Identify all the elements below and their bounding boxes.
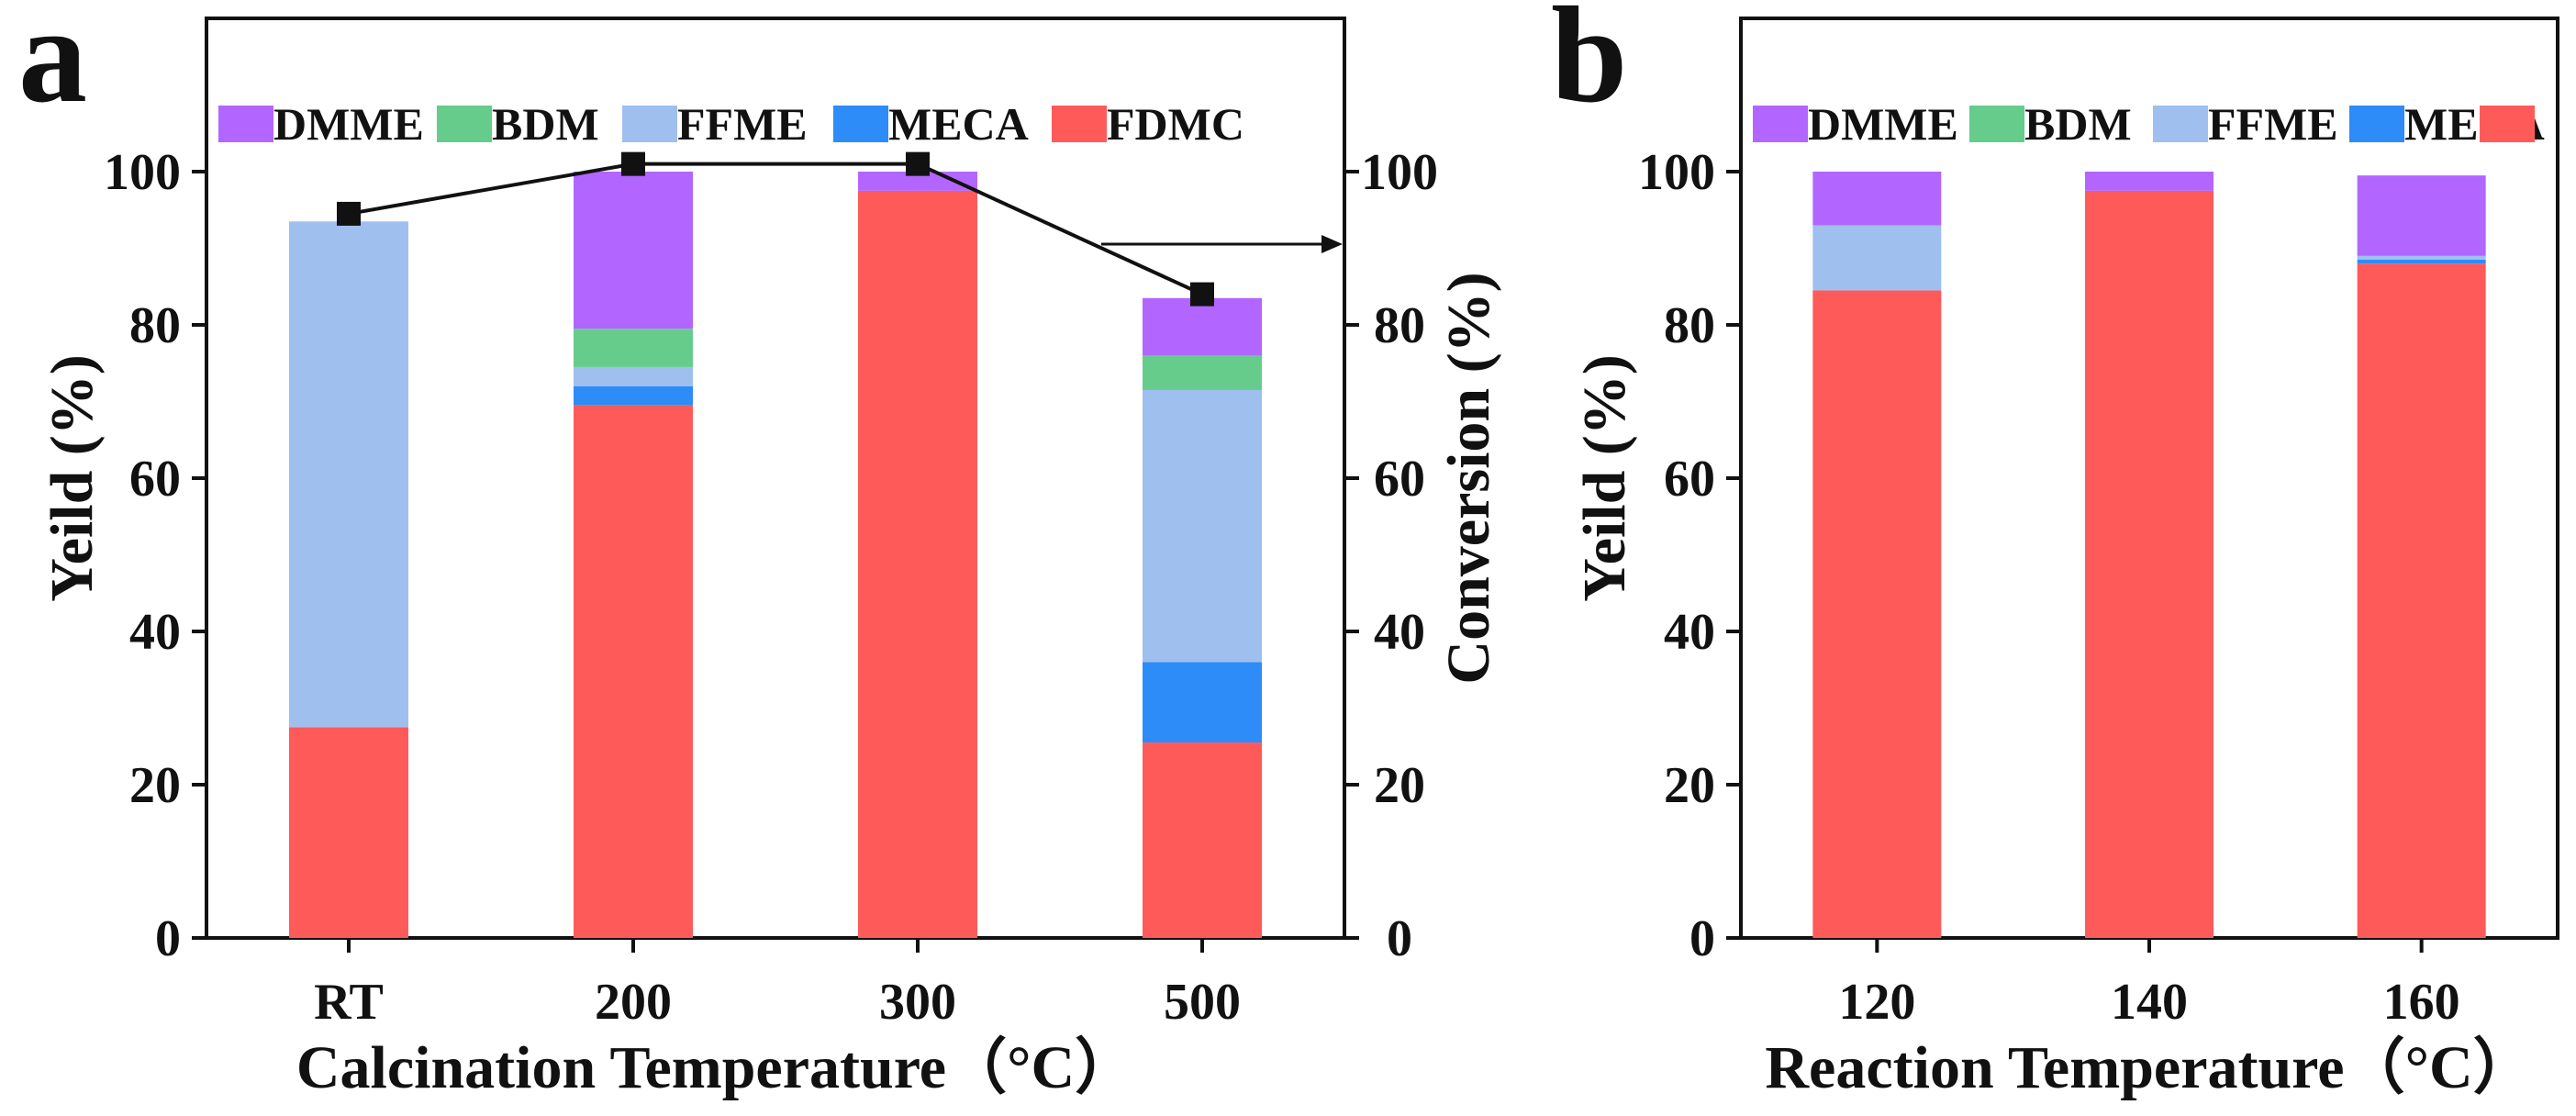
y-tick-label: 80 <box>1664 297 1715 354</box>
bar-segment-fdmc-140 <box>2085 190 2214 938</box>
bar-segment-fdmc-160 <box>2357 263 2486 938</box>
secondary-y-tick-label: 0 <box>1387 910 1412 967</box>
bar-segment-dmme-200 <box>574 172 693 329</box>
legend-label-bdm: BDM <box>2024 98 2132 150</box>
conversion-point-200 <box>621 151 645 176</box>
panel-a-secondary-y-ticks: 0 20 40 60 80 100 <box>1344 144 1438 967</box>
y-tick-label: 0 <box>1689 910 1715 967</box>
panel-b-bars <box>1812 172 2486 938</box>
bar-segment-bdm-200 <box>574 329 693 367</box>
x-tick-label: 120 <box>1838 974 1915 1031</box>
bar-segment-ffme-120 <box>1812 225 1942 291</box>
y-tick-label: 60 <box>129 451 181 508</box>
legend-swatch-bdm <box>1969 106 2024 142</box>
y-tick-label: 100 <box>104 144 181 201</box>
bar-segment-dmme-160 <box>2357 175 2486 256</box>
y-tick-label: 40 <box>1664 604 1715 661</box>
panel-a-bars <box>289 172 1262 938</box>
bar-segment-ffme-200 <box>574 366 693 386</box>
bar-segment-bdm-500 <box>1143 355 1262 390</box>
panel-b-x-axis-title: Reaction Temperature（°C） <box>1765 1033 2533 1101</box>
legend-swatch-ffme <box>622 106 677 142</box>
legend-label-ffme: FFME <box>677 98 808 150</box>
legend-swatch-ffme <box>2153 106 2208 142</box>
x-tick-label: 140 <box>2111 974 2188 1031</box>
bar-segment-meca-500 <box>1143 662 1262 743</box>
bar-segment-meca-200 <box>574 385 693 406</box>
y-tick-label: 100 <box>1638 144 1715 201</box>
bar-segment-ffme-rt <box>289 221 408 728</box>
x-tick-label: 160 <box>2383 974 2460 1031</box>
conversion-point-500 <box>1190 282 1214 307</box>
legend-swatch-fdmc <box>2480 106 2535 142</box>
secondary-y-tick-label: 100 <box>1361 144 1438 201</box>
legend-swatch-bdm <box>437 106 492 142</box>
panel-b-letter: b <box>1551 0 1627 131</box>
secondary-y-tick-label: 80 <box>1374 297 1425 354</box>
y-tick-label: 0 <box>155 910 181 967</box>
panel-b: b 0 20 40 60 80 100 120 140 160 Reaction Temper… <box>1551 0 2559 1101</box>
bar-segment-fdmc-rt <box>289 727 408 938</box>
legend-swatch-dmme <box>218 106 273 142</box>
panel-a-conversion-line <box>337 151 1214 307</box>
bar-segment-dmme-120 <box>1812 172 1942 226</box>
panel-a-y-ticks: 0 20 40 60 80 100 <box>104 144 206 967</box>
conversion-axis-arrow <box>1101 235 1343 253</box>
legend-label-dmme: DMME <box>273 98 424 150</box>
legend-swatch-dmme <box>1753 106 1808 142</box>
x-tick-label: 500 <box>1164 974 1241 1031</box>
y-tick-label: 60 <box>1664 451 1715 508</box>
y-tick-label: 20 <box>1664 757 1715 814</box>
bar-segment-fdmc-200 <box>574 405 693 938</box>
panel-b-x-ticks: 120 140 160 <box>1838 938 2460 1031</box>
panel-b-legend: DMME BDM FFME MECA <box>1753 98 2545 150</box>
bar-segment-ffme-500 <box>1143 389 1262 663</box>
bar-segment-ffme-160 <box>2357 255 2486 261</box>
bar-segment-fdmc-300 <box>858 190 977 938</box>
bar-segment-fdmc-500 <box>1143 742 1262 938</box>
y-tick-label: 80 <box>129 297 181 354</box>
conversion-line <box>348 162 1203 296</box>
panel-b-y-ticks: 0 20 40 60 80 100 <box>1638 144 1741 967</box>
x-tick-label: 300 <box>879 974 956 1031</box>
y-tick-label: 40 <box>129 604 181 661</box>
secondary-y-tick-label: 20 <box>1374 757 1425 814</box>
legend-swatch-meca <box>2349 106 2404 142</box>
panel-a-legend: DMME BDM FFME MECA FDMC <box>218 98 1244 150</box>
panel-a-letter: a <box>18 0 87 131</box>
x-tick-label: RT <box>314 974 384 1031</box>
conversion-point-rt <box>337 201 361 226</box>
legend-label-dmme: DMME <box>1808 98 1958 150</box>
panel-a-x-axis-title: Calcination Temperature（°C） <box>296 1033 1135 1101</box>
bar-segment-fdmc-120 <box>1812 290 1942 938</box>
panel-a-x-ticks: RT 200 300 500 <box>314 938 1241 1031</box>
panel-a-secondary-y-axis-title: Conversion (%) <box>1435 272 1502 684</box>
secondary-y-tick-label: 40 <box>1374 604 1425 661</box>
legend-swatch-meca <box>833 106 888 142</box>
bar-segment-dmme-500 <box>1143 297 1262 356</box>
bar-segment-meca-160 <box>2357 260 2486 264</box>
x-tick-label: 200 <box>595 974 672 1031</box>
panel-b-y-axis-title: Yeild (%) <box>1571 354 1638 601</box>
legend-label-bdm: BDM <box>492 98 599 150</box>
legend-label-fdmc: FDMC <box>1107 98 1244 150</box>
legend-swatch-fdmc <box>1052 106 1107 142</box>
bar-segment-dmme-140 <box>2085 172 2214 191</box>
conversion-point-300 <box>906 151 930 176</box>
panel-b-legend-extra <box>2480 106 2535 142</box>
y-tick-label: 20 <box>129 757 181 814</box>
secondary-y-tick-label: 60 <box>1374 451 1425 508</box>
panel-a-y-axis-title: Yeild (%) <box>39 354 106 601</box>
legend-label-meca: MECA <box>888 98 1029 150</box>
legend-label-ffme: FFME <box>2208 98 2338 150</box>
